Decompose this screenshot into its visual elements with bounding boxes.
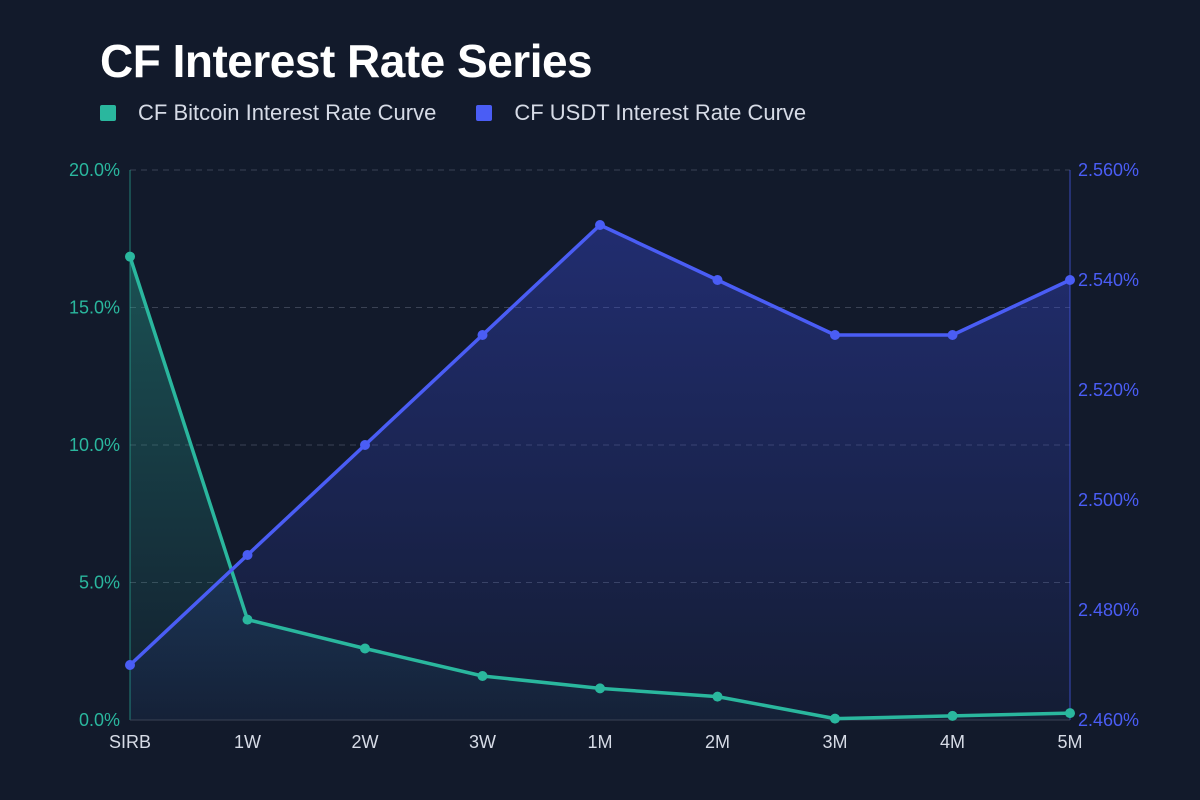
legend: CF Bitcoin Interest Rate Curve CF USDT I…: [100, 100, 846, 126]
point-bitcoin-1w: [242, 614, 253, 625]
y-left-tick-label: 0.0%: [79, 710, 120, 730]
area-usdt: [130, 225, 1070, 720]
point-usdt-sirb: [125, 660, 135, 670]
point-bitcoin-1m: [595, 683, 605, 694]
point-usdt-5m: [1065, 275, 1075, 285]
point-usdt-1m: [595, 220, 605, 230]
y-left-tick-label: 10.0%: [69, 435, 120, 455]
point-usdt-1w: [242, 550, 253, 560]
point-usdt-3m: [830, 330, 840, 340]
legend-label-usdt: CF USDT Interest Rate Curve: [514, 100, 807, 125]
point-usdt-3w: [477, 330, 488, 340]
y-right-tick-label: 2.560%: [1078, 160, 1139, 180]
x-tick-label: 4M: [940, 732, 965, 752]
point-usdt-2w: [360, 440, 370, 450]
legend-swatch-bitcoin: [100, 105, 116, 121]
point-bitcoin-4m: [947, 710, 958, 721]
legend-item-bitcoin[interactable]: CF Bitcoin Interest Rate Curve: [100, 100, 436, 126]
x-tick-label: 3M: [822, 732, 847, 752]
point-bitcoin-5m: [1065, 708, 1075, 719]
point-bitcoin-sirb: [125, 251, 135, 262]
x-tick-label: SIRB: [109, 732, 151, 752]
y-right-tick-label: 2.480%: [1078, 600, 1139, 620]
y-right-tick-label: 2.520%: [1078, 380, 1139, 400]
x-tick-label: 1W: [234, 732, 261, 752]
x-tick-label: 1M: [587, 732, 612, 752]
legend-label-bitcoin: CF Bitcoin Interest Rate Curve: [138, 100, 437, 125]
x-tick-label: 5M: [1057, 732, 1082, 752]
y-right-tick-label: 2.540%: [1078, 270, 1139, 290]
point-usdt-2m: [712, 275, 723, 285]
y-right-tick-label: 2.500%: [1078, 490, 1139, 510]
point-bitcoin-3m: [830, 713, 840, 724]
y-left-tick-label: 5.0%: [79, 573, 120, 593]
y-right-tick-label: 2.460%: [1078, 710, 1139, 730]
point-usdt-4m: [947, 330, 958, 340]
point-bitcoin-2m: [712, 691, 723, 702]
y-left-tick-label: 20.0%: [69, 160, 120, 180]
point-bitcoin-2w: [360, 643, 370, 654]
x-tick-label: 2W: [352, 732, 379, 752]
x-tick-label: 2M: [705, 732, 730, 752]
point-bitcoin-3w: [477, 671, 488, 681]
legend-swatch-usdt: [476, 105, 493, 121]
x-tick-label: 3W: [469, 732, 496, 752]
y-left-tick-label: 15.0%: [69, 298, 120, 318]
legend-item-usdt[interactable]: CF USDT Interest Rate Curve: [476, 100, 806, 126]
chart-title: CF Interest Rate Series: [100, 35, 593, 87]
